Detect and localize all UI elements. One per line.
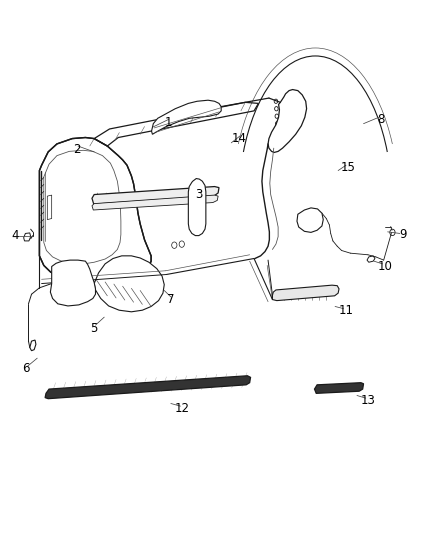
- Polygon shape: [94, 256, 164, 312]
- Text: 15: 15: [341, 161, 356, 174]
- Text: 6: 6: [22, 362, 30, 375]
- Polygon shape: [152, 100, 221, 134]
- Polygon shape: [314, 383, 364, 393]
- Polygon shape: [30, 340, 36, 351]
- Polygon shape: [92, 195, 218, 210]
- Text: 11: 11: [339, 304, 353, 317]
- Text: 12: 12: [174, 402, 189, 415]
- Text: 4: 4: [11, 229, 19, 242]
- Polygon shape: [24, 233, 31, 241]
- Polygon shape: [39, 138, 151, 282]
- Polygon shape: [45, 376, 251, 399]
- Polygon shape: [268, 90, 307, 152]
- Text: 9: 9: [399, 228, 407, 241]
- Text: 1: 1: [165, 116, 173, 129]
- Text: 14: 14: [231, 132, 246, 145]
- Polygon shape: [272, 285, 339, 301]
- Text: 8: 8: [378, 114, 385, 126]
- Polygon shape: [188, 179, 206, 236]
- Text: 5: 5: [91, 322, 98, 335]
- Text: 10: 10: [378, 260, 393, 273]
- Polygon shape: [297, 208, 323, 232]
- Polygon shape: [50, 260, 95, 306]
- Text: 3: 3: [196, 188, 203, 200]
- Polygon shape: [92, 187, 219, 204]
- Text: 7: 7: [167, 293, 175, 306]
- Text: 13: 13: [360, 394, 375, 407]
- Text: 2: 2: [73, 143, 81, 156]
